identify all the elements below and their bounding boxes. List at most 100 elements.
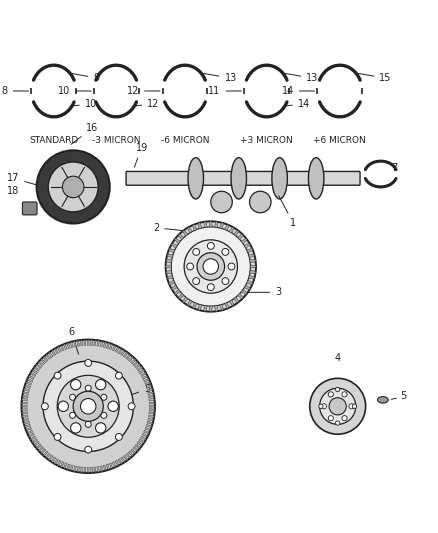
- Circle shape: [42, 403, 48, 410]
- Text: +3 MICRON: +3 MICRON: [240, 136, 293, 145]
- Polygon shape: [84, 467, 86, 473]
- Text: 16: 16: [71, 123, 98, 144]
- Circle shape: [222, 248, 229, 255]
- Polygon shape: [148, 392, 154, 394]
- Polygon shape: [247, 248, 253, 253]
- Polygon shape: [26, 382, 32, 385]
- Polygon shape: [169, 280, 175, 285]
- Polygon shape: [131, 359, 136, 364]
- Polygon shape: [183, 297, 188, 303]
- Polygon shape: [22, 399, 28, 401]
- Polygon shape: [60, 462, 64, 467]
- Polygon shape: [128, 451, 133, 456]
- Polygon shape: [229, 300, 234, 306]
- Circle shape: [321, 403, 326, 409]
- Polygon shape: [106, 343, 110, 349]
- Polygon shape: [67, 464, 71, 470]
- Text: 13: 13: [203, 73, 237, 83]
- Text: 11: 11: [208, 86, 242, 96]
- Polygon shape: [46, 453, 51, 458]
- Polygon shape: [198, 223, 202, 229]
- Circle shape: [116, 433, 122, 440]
- Circle shape: [197, 253, 225, 280]
- Circle shape: [21, 340, 155, 473]
- Circle shape: [95, 423, 106, 433]
- Polygon shape: [118, 348, 122, 354]
- Polygon shape: [25, 424, 31, 427]
- Polygon shape: [21, 402, 27, 404]
- Polygon shape: [28, 433, 34, 437]
- Ellipse shape: [231, 158, 247, 199]
- Circle shape: [336, 387, 340, 392]
- Circle shape: [37, 150, 110, 223]
- Polygon shape: [32, 439, 38, 443]
- Polygon shape: [115, 346, 119, 352]
- Polygon shape: [87, 340, 89, 345]
- Circle shape: [95, 379, 106, 390]
- Polygon shape: [22, 415, 28, 417]
- Polygon shape: [30, 373, 36, 377]
- Polygon shape: [145, 427, 151, 431]
- Circle shape: [116, 372, 122, 379]
- Polygon shape: [250, 270, 256, 273]
- Circle shape: [73, 391, 103, 422]
- Polygon shape: [147, 389, 153, 391]
- Polygon shape: [87, 467, 89, 473]
- Polygon shape: [30, 436, 36, 440]
- Text: 9: 9: [72, 73, 99, 83]
- Polygon shape: [51, 350, 56, 356]
- Polygon shape: [23, 418, 29, 421]
- Polygon shape: [43, 451, 48, 456]
- Polygon shape: [23, 392, 29, 394]
- Polygon shape: [94, 467, 96, 473]
- Polygon shape: [27, 430, 33, 434]
- Polygon shape: [141, 373, 146, 377]
- Text: 4: 4: [335, 353, 341, 364]
- Circle shape: [222, 278, 229, 285]
- Polygon shape: [139, 369, 145, 374]
- Polygon shape: [219, 304, 223, 310]
- Polygon shape: [64, 463, 67, 469]
- Polygon shape: [41, 449, 46, 454]
- Circle shape: [85, 446, 92, 453]
- Polygon shape: [109, 463, 113, 469]
- Text: STANDARD: STANDARD: [29, 136, 78, 145]
- Polygon shape: [241, 289, 247, 295]
- Circle shape: [352, 404, 357, 408]
- Text: 12: 12: [127, 86, 160, 96]
- Circle shape: [328, 416, 333, 421]
- Polygon shape: [77, 466, 80, 472]
- Polygon shape: [112, 345, 116, 351]
- Text: 8: 8: [2, 86, 28, 96]
- Polygon shape: [77, 341, 80, 346]
- Polygon shape: [229, 227, 234, 233]
- Text: 14: 14: [283, 99, 310, 109]
- Polygon shape: [38, 446, 43, 451]
- Polygon shape: [123, 352, 128, 358]
- Polygon shape: [81, 340, 83, 346]
- Polygon shape: [54, 348, 59, 354]
- Polygon shape: [149, 411, 155, 414]
- Polygon shape: [126, 453, 131, 458]
- Polygon shape: [247, 280, 253, 285]
- Polygon shape: [128, 357, 133, 361]
- Polygon shape: [46, 354, 51, 359]
- Circle shape: [85, 422, 91, 427]
- Circle shape: [328, 392, 333, 397]
- Polygon shape: [225, 302, 229, 309]
- Ellipse shape: [308, 158, 324, 199]
- Polygon shape: [123, 455, 128, 461]
- Polygon shape: [90, 467, 92, 473]
- Polygon shape: [24, 421, 29, 424]
- Polygon shape: [135, 444, 141, 449]
- Circle shape: [211, 191, 232, 213]
- Polygon shape: [120, 457, 125, 463]
- Circle shape: [54, 433, 61, 440]
- Polygon shape: [74, 466, 77, 472]
- Polygon shape: [126, 354, 131, 359]
- Text: 7: 7: [392, 163, 398, 173]
- Text: 5: 5: [400, 391, 406, 400]
- Polygon shape: [204, 222, 207, 228]
- Polygon shape: [149, 405, 155, 407]
- Polygon shape: [250, 260, 256, 263]
